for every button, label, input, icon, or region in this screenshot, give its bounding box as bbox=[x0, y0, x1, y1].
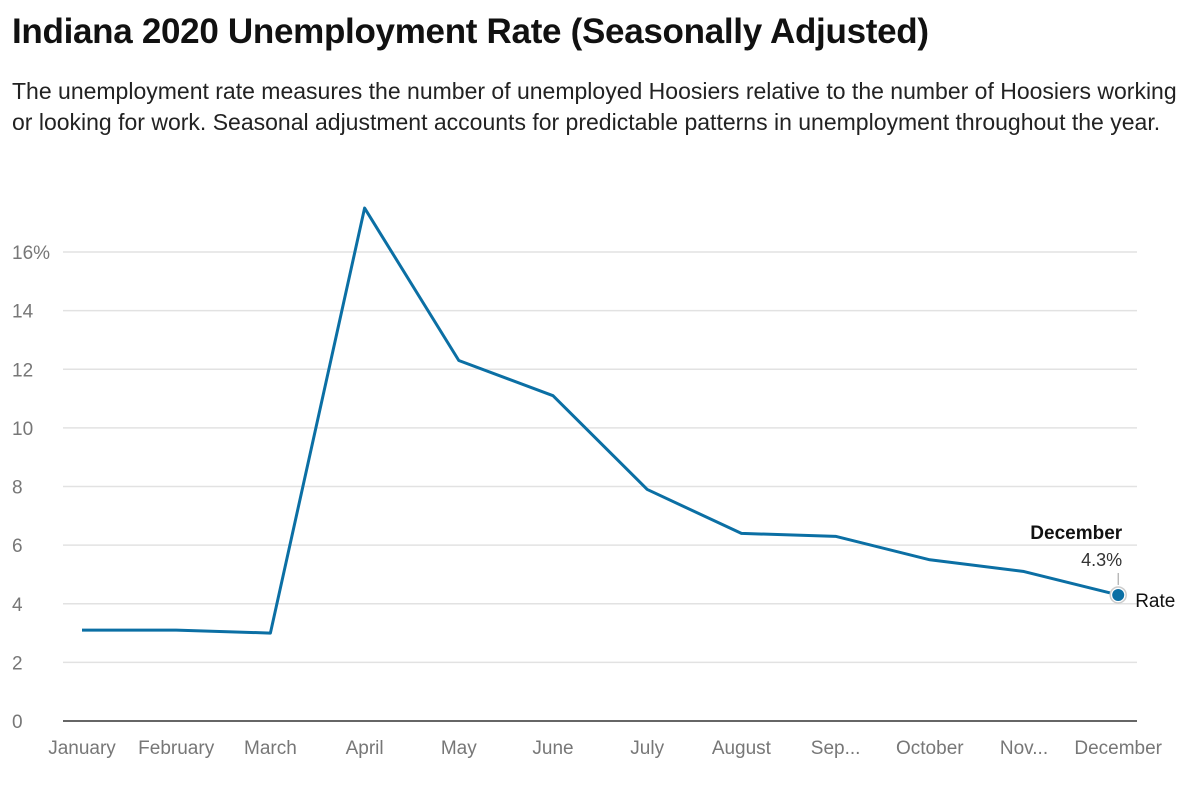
annotation-label: December bbox=[1030, 523, 1122, 544]
x-tick-label: May bbox=[441, 738, 477, 759]
x-tick-label: April bbox=[346, 738, 384, 759]
series-label: Rate bbox=[1135, 591, 1175, 612]
chart-title: Indiana 2020 Unemployment Rate (Seasonal… bbox=[12, 12, 929, 51]
y-tick-label: 14 bbox=[12, 302, 34, 323]
x-tick-label: March bbox=[244, 738, 297, 759]
y-tick-label: 2 bbox=[12, 653, 23, 674]
y-tick-label: 4 bbox=[12, 595, 23, 616]
x-tick-label: February bbox=[138, 738, 215, 759]
x-tick-label: January bbox=[48, 738, 116, 759]
x-tick-label: October bbox=[896, 738, 964, 759]
y-tick-label: 6 bbox=[12, 536, 23, 557]
chart-subtitle: The unemployment rate measures the numbe… bbox=[12, 78, 1177, 135]
y-tick-label: 12 bbox=[12, 360, 33, 381]
series-line-rate bbox=[82, 206, 1119, 635]
data-point bbox=[1112, 588, 1125, 601]
y-tick-label: 10 bbox=[12, 419, 33, 440]
annotation-value: 4.3% bbox=[1081, 550, 1122, 570]
y-tick-label: 0 bbox=[12, 712, 23, 733]
y-tick-label: 8 bbox=[12, 478, 23, 499]
x-tick-label: December bbox=[1074, 738, 1162, 759]
y-tick-label: 16% bbox=[12, 243, 50, 264]
x-tick-label: Nov... bbox=[1000, 738, 1048, 759]
x-tick-label: August bbox=[712, 738, 772, 759]
x-tick-label: June bbox=[532, 738, 573, 759]
x-tick-label: Sep... bbox=[811, 738, 861, 759]
x-tick-label: July bbox=[630, 738, 664, 759]
